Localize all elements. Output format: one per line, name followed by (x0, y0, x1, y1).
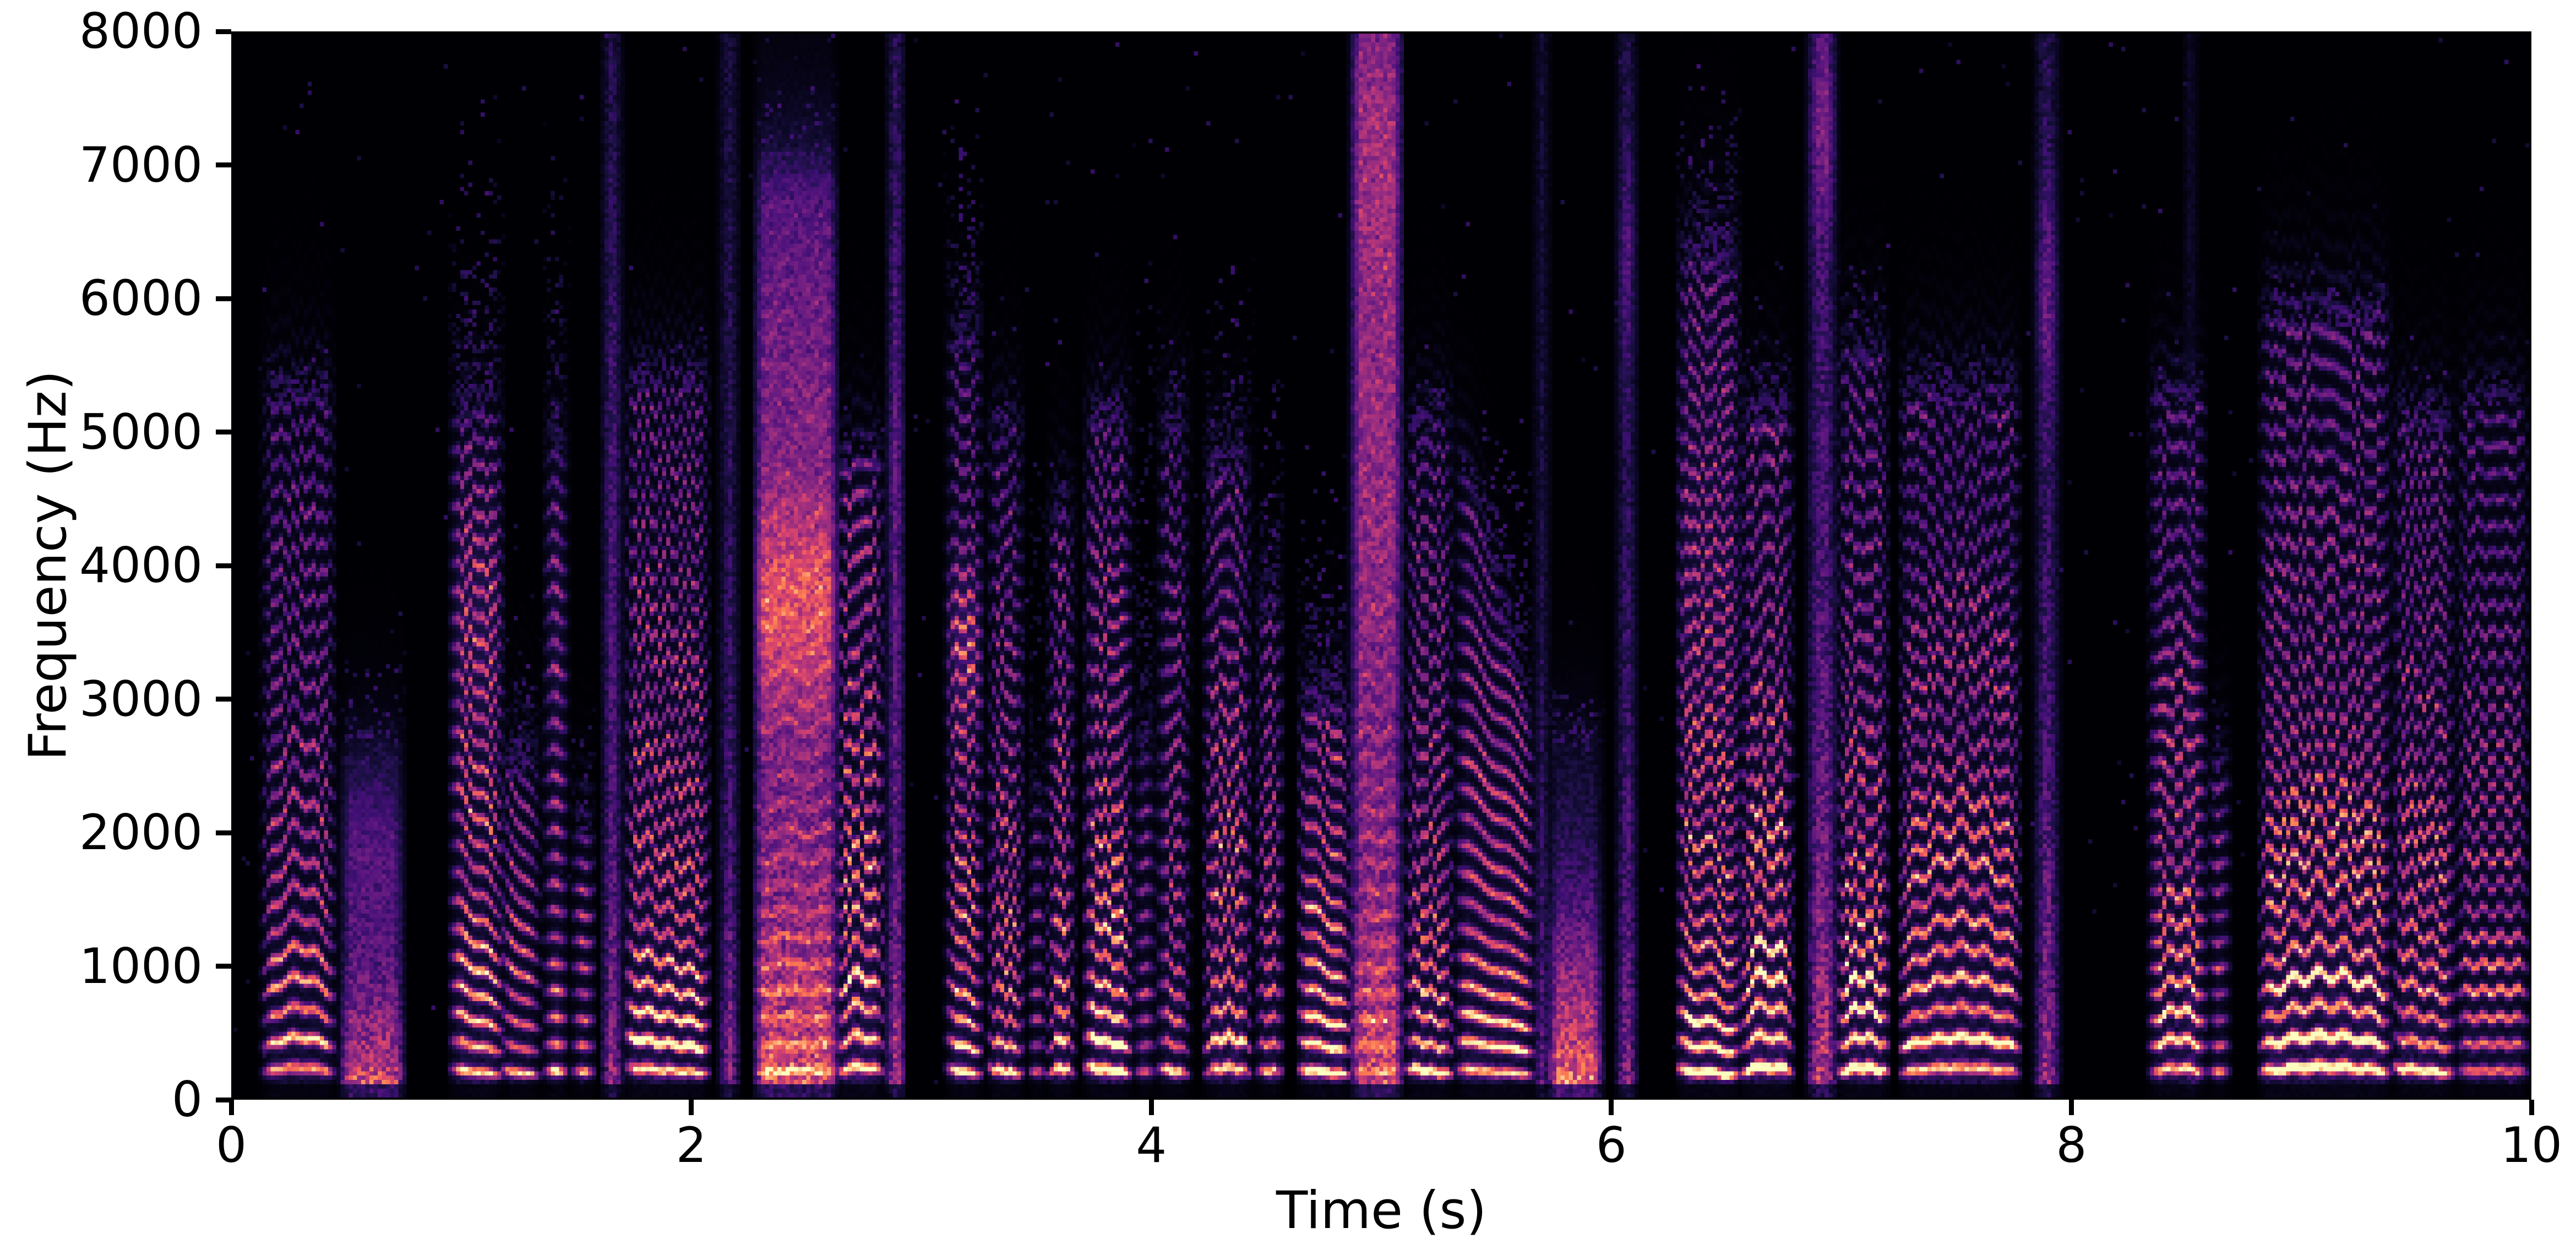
y-tick-mark (216, 697, 231, 702)
y-tick-label: 4000 (79, 537, 203, 594)
y-tick-mark (216, 563, 231, 568)
x-tick-label: 4 (1136, 1117, 1167, 1173)
x-tick-mark (689, 1100, 694, 1115)
y-tick-mark (216, 162, 231, 167)
y-tick-mark (216, 964, 231, 969)
y-tick-label: 8000 (79, 3, 203, 59)
x-tick-label: 2 (676, 1117, 707, 1173)
y-tick-mark (216, 830, 231, 835)
spectrogram-canvas (233, 34, 2529, 1098)
y-tick-label: 0 (172, 1071, 203, 1128)
x-tick-mark (2529, 1100, 2534, 1115)
y-tick-label: 5000 (79, 403, 203, 460)
x-tick-mark (1609, 1100, 1614, 1115)
x-tick-label: 8 (2056, 1117, 2087, 1173)
x-tick-mark (1148, 1100, 1154, 1115)
y-tick-mark (216, 430, 231, 434)
x-axis-label: Time (s) (1276, 1181, 1487, 1241)
x-tick-label: 0 (216, 1117, 247, 1173)
y-tick-mark (216, 296, 231, 301)
x-tick-label: 10 (2501, 1117, 2562, 1173)
x-tick-label: 6 (1595, 1117, 1627, 1173)
y-tick-mark (216, 29, 231, 34)
spectrogram-plot-area (231, 31, 2531, 1100)
y-tick-label: 6000 (79, 270, 203, 327)
x-tick-mark (2068, 1100, 2074, 1115)
y-tick-label: 1000 (79, 937, 203, 995)
y-tick-label: 3000 (79, 670, 203, 727)
y-tick-mark (216, 1097, 231, 1102)
x-tick-mark (228, 1100, 234, 1115)
y-tick-label: 7000 (79, 136, 203, 193)
y-tick-label: 2000 (79, 804, 203, 861)
